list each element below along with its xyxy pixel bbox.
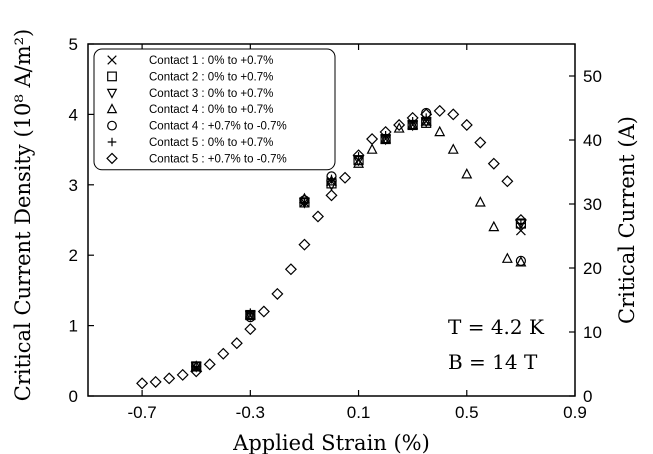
data-point bbox=[434, 125, 446, 137]
data-point bbox=[163, 372, 176, 385]
data-point bbox=[190, 365, 203, 378]
data-point bbox=[366, 143, 378, 154]
x-tick-label: 0.9 bbox=[563, 403, 587, 422]
data-point bbox=[203, 358, 216, 371]
data-point bbox=[420, 115, 432, 126]
y-tick-label: 3 bbox=[69, 176, 78, 195]
data-point bbox=[176, 368, 189, 381]
data-point bbox=[284, 263, 297, 276]
y2-axis-title: Critical Current (A) bbox=[615, 116, 639, 324]
legend-entry: Contact 5 : 0% to +0.7% bbox=[149, 137, 273, 149]
data-point bbox=[327, 174, 336, 184]
data-point bbox=[420, 108, 433, 121]
legend-marker bbox=[107, 137, 117, 147]
y-tick-label: 1 bbox=[69, 317, 78, 336]
y2-tick-label: 0 bbox=[583, 387, 592, 406]
data-point bbox=[381, 131, 391, 141]
data-point bbox=[447, 108, 460, 121]
data-point bbox=[447, 143, 459, 154]
data-point bbox=[257, 305, 270, 318]
data-point bbox=[514, 213, 527, 227]
legend-entry: Contact 1 : 0% to +0.7% bbox=[149, 55, 273, 67]
data-point bbox=[271, 287, 284, 300]
data-point bbox=[487, 157, 500, 170]
y2-tick-label: 40 bbox=[583, 131, 602, 150]
data-point bbox=[325, 189, 338, 202]
y-axis-title: Critical Current Density (10⁸ A/m²) bbox=[11, 29, 35, 401]
data-point bbox=[474, 196, 486, 207]
data-point bbox=[408, 116, 418, 126]
data-point bbox=[149, 375, 162, 388]
legend-entry: Contact 2 : 0% to +0.7% bbox=[149, 71, 273, 83]
legend-entry: Contact 3 : 0% to +0.7% bbox=[149, 88, 273, 100]
series-4 bbox=[190, 115, 527, 371]
x-tick-label: -0.7 bbox=[127, 403, 156, 422]
legend-marker bbox=[107, 71, 117, 82]
x-axis-title: Applied Strain (%) bbox=[232, 431, 430, 454]
data-point bbox=[352, 149, 365, 162]
y-tick-label: 5 bbox=[69, 35, 78, 54]
series-7 bbox=[136, 104, 527, 390]
legend-entry: Contact 4 : +0.7% to -0.7% bbox=[149, 121, 287, 133]
legend-entry: Contact 4 : 0% to +0.7% bbox=[149, 104, 273, 116]
data-point bbox=[501, 175, 514, 188]
data-point bbox=[379, 125, 392, 139]
data-point bbox=[230, 337, 243, 350]
y-tick-label: 0 bbox=[69, 387, 78, 406]
x-tick-label: 0.5 bbox=[455, 403, 479, 422]
plot-frame bbox=[87, 43, 576, 397]
temperature-annotation: T = 4.2 K bbox=[448, 315, 545, 339]
y2-tick-label: 30 bbox=[583, 195, 602, 214]
data-point bbox=[380, 132, 392, 144]
y2-tick-label: 20 bbox=[583, 259, 602, 278]
series-6 bbox=[191, 113, 526, 371]
data-marks bbox=[136, 104, 527, 390]
data-point bbox=[217, 347, 230, 360]
data-point bbox=[244, 308, 256, 320]
legend-marker bbox=[106, 88, 118, 99]
y2-tick-label: 50 bbox=[583, 67, 602, 86]
data-point bbox=[488, 220, 500, 232]
data-point bbox=[407, 118, 419, 130]
legend-entry: Contact 5 : +0.7% to -0.7% bbox=[149, 153, 287, 165]
legend-marker bbox=[106, 152, 118, 165]
data-point bbox=[393, 118, 406, 131]
data-point bbox=[245, 308, 255, 318]
data-point bbox=[244, 323, 257, 336]
y-tick-label: 4 bbox=[69, 105, 78, 124]
data-point bbox=[516, 219, 526, 229]
data-point bbox=[366, 133, 379, 146]
data-point bbox=[461, 168, 473, 179]
legend: Contact 1 : 0% to +0.7% Contact 2 : 0% to… bbox=[93, 48, 336, 171]
data-point bbox=[136, 377, 149, 390]
data-point bbox=[433, 104, 446, 117]
legend-box bbox=[93, 48, 336, 171]
data-point bbox=[515, 255, 526, 266]
data-point bbox=[421, 113, 431, 123]
data-point bbox=[299, 197, 309, 207]
legend-marker bbox=[107, 120, 117, 131]
x-tick-label: 0.1 bbox=[347, 403, 371, 422]
legend-marker bbox=[106, 103, 118, 114]
data-point bbox=[311, 210, 324, 223]
field-annotation: B = 14 T bbox=[448, 350, 538, 374]
data-point bbox=[353, 157, 365, 168]
x-tick-label: -0.3 bbox=[236, 403, 265, 422]
data-point bbox=[501, 252, 513, 263]
data-point bbox=[339, 171, 352, 184]
y2-tick-label: 10 bbox=[583, 323, 602, 342]
data-point bbox=[298, 238, 311, 251]
legend-marker bbox=[107, 55, 117, 65]
data-point bbox=[406, 111, 419, 124]
y-tick-label: 2 bbox=[69, 246, 78, 265]
data-point bbox=[474, 136, 487, 149]
data-point bbox=[460, 118, 473, 131]
